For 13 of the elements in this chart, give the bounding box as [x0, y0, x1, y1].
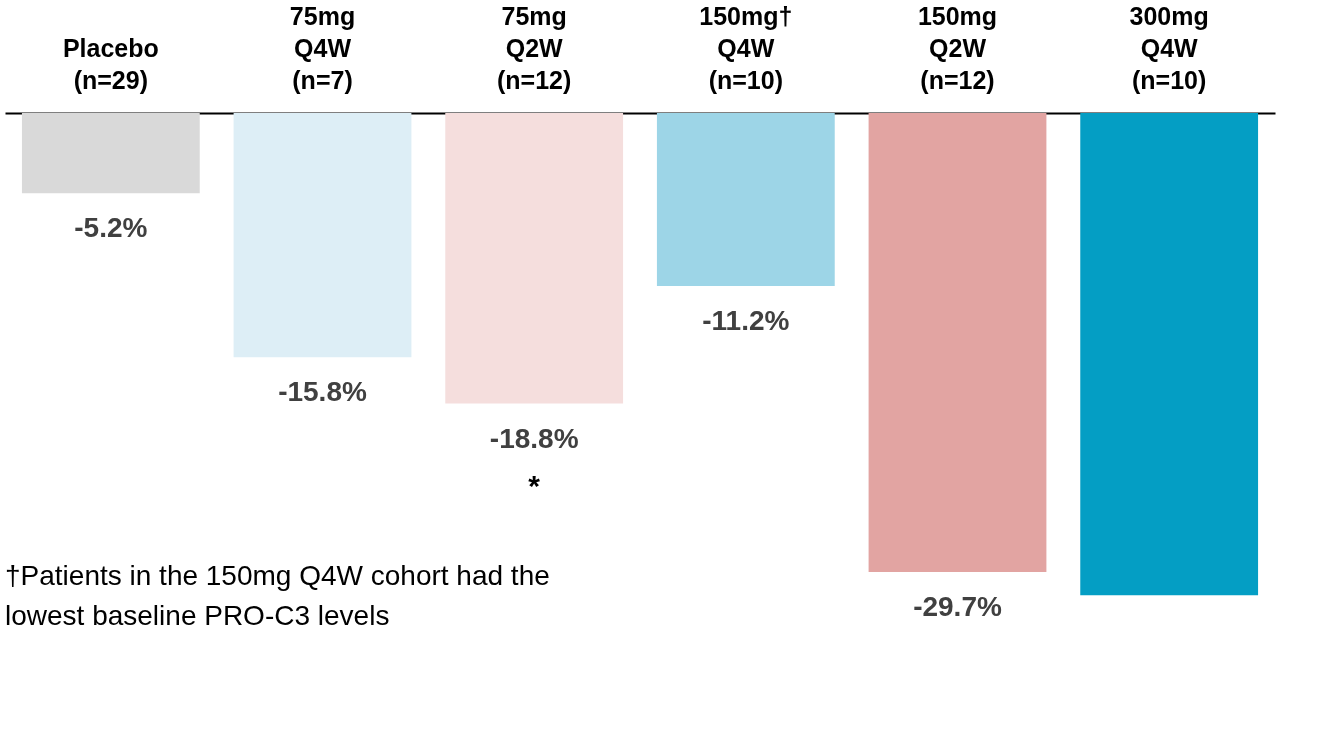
- data-label: -5.2%: [74, 212, 148, 244]
- data-label: -11.2%: [702, 305, 790, 337]
- annotation: *: [528, 468, 541, 502]
- data-label: -15.8%: [278, 376, 367, 408]
- annotation: †Patients in the 150mg Q4W cohort had the lowest baseline PRO-C3 levels: [5, 560, 550, 631]
- data-label: -18.8%: [489, 422, 579, 454]
- x-tick-label: Placebo (n=29): [62, 34, 159, 94]
- x-tick-label: 75mg Q4W (n=7): [289, 2, 356, 94]
- x-tick-label: 300mg Q4W (n=10): [1129, 2, 1209, 94]
- x-tick-label: 75mg Q2W (n=12): [496, 2, 572, 94]
- data-label: -29.7%: [913, 590, 1002, 622]
- x-tick-label: 150mg† Q4W (n=10): [699, 2, 793, 94]
- x-tick-label: 150mg Q2W (n=12): [917, 2, 998, 94]
